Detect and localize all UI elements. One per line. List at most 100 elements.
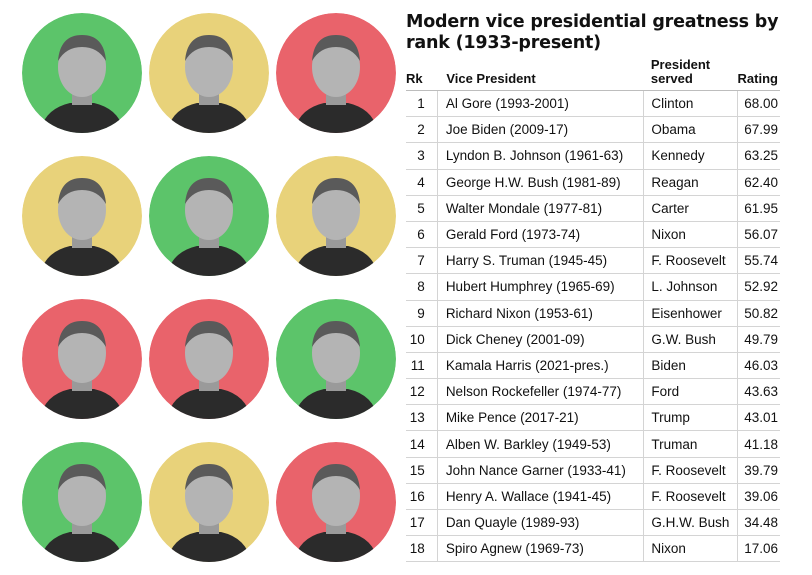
rating-cell: 62.40 xyxy=(737,169,780,196)
president-cell: Carter xyxy=(643,195,738,222)
vice-president-cell: Walter Mondale (1977-81) xyxy=(436,195,644,222)
vice-president-cell: Nelson Rockefeller (1974-77) xyxy=(436,378,644,406)
portrait-photo-icon xyxy=(149,442,269,562)
rank-cell: 4 xyxy=(406,169,438,196)
vice-president-cell: Hubert Humphrey (1965-69) xyxy=(436,273,644,301)
rating-cell: 61.95 xyxy=(737,195,780,222)
table-row: 4 George H.W. Bush (1981-89) Reagan 62.40 xyxy=(406,169,780,196)
president-cell: Clinton xyxy=(643,90,738,118)
president-cell: F. Roosevelt xyxy=(643,483,738,511)
president-cell: L. Johnson xyxy=(643,273,738,301)
table-row: 5 Walter Mondale (1977-81) Carter 61.95 xyxy=(406,195,780,222)
rank-cell: 10 xyxy=(406,326,438,353)
table-row: 13 Mike Pence (2017-21) Trump 43.01 xyxy=(406,404,780,432)
table-row: 3 Lyndon B. Johnson (1961-63) Kennedy 63.25 xyxy=(406,142,780,170)
rating-cell: 46.03 xyxy=(737,352,780,380)
table-row: 10 Dick Cheney (2001-09) G.W. Bush 49.79 xyxy=(406,326,780,353)
portrait-photo-icon xyxy=(276,299,396,419)
rating-cell: 34.48 xyxy=(737,509,780,537)
vp-portrait xyxy=(276,299,396,419)
rating-cell: 67.99 xyxy=(737,116,780,144)
vice-president-cell: Gerald Ford (1973-74) xyxy=(436,221,644,249)
portrait-photo-icon xyxy=(22,442,142,562)
vice-president-cell: Henry A. Wallace (1941-45) xyxy=(436,483,644,511)
table-row: 9 Richard Nixon (1953-61) Eisenhower 50.82 xyxy=(406,300,780,327)
header-rating: Rating xyxy=(737,58,780,91)
vp-portrait xyxy=(149,442,269,562)
vice-president-cell: Alben W. Barkley (1949-53) xyxy=(436,430,644,458)
rank-cell: 14 xyxy=(406,430,438,458)
president-cell: G.W. Bush xyxy=(643,326,738,353)
president-cell: Ford xyxy=(643,378,738,406)
vp-portrait xyxy=(149,156,269,276)
rank-cell: 9 xyxy=(406,300,438,327)
vp-portrait xyxy=(149,13,269,133)
rating-cell: 56.07 xyxy=(737,221,780,249)
rating-cell: 49.79 xyxy=(737,326,780,353)
president-cell: Eisenhower xyxy=(643,300,738,327)
president-cell: Biden xyxy=(643,352,738,380)
table-row: 2 Joe Biden (2009-17) Obama 67.99 xyxy=(406,116,780,144)
portrait-photo-icon xyxy=(22,13,142,133)
header-vice-president: Vice President xyxy=(437,58,644,91)
portrait-photo-icon xyxy=(276,442,396,562)
rating-cell: 17.06 xyxy=(737,535,780,563)
rank-cell: 13 xyxy=(406,404,438,432)
page-title: Modern vice presidential greatness by ra… xyxy=(406,12,779,53)
table-row: 18 Spiro Agnew (1969-73) Nixon 17.06 xyxy=(406,535,780,563)
president-cell: Nixon xyxy=(643,221,738,249)
table-row: 7 Harry S. Truman (1945-45) F. Roosevelt 55… xyxy=(406,247,780,275)
rank-cell: 1 xyxy=(406,90,438,118)
table-row: 1 Al Gore (1993-2001) Clinton 68.00 xyxy=(406,90,780,118)
vice-president-cell: Mike Pence (2017-21) xyxy=(436,404,644,432)
rating-cell: 63.25 xyxy=(737,142,780,170)
rank-cell: 6 xyxy=(406,221,438,249)
rank-cell: 2 xyxy=(406,116,438,144)
vice-president-cell: Harry S. Truman (1945-45) xyxy=(436,247,644,275)
rank-cell: 16 xyxy=(406,483,438,511)
rating-cell: 43.01 xyxy=(737,404,780,432)
vp-portrait xyxy=(276,442,396,562)
president-cell: Obama xyxy=(643,116,738,144)
portrait-photo-icon xyxy=(276,156,396,276)
rating-cell: 43.63 xyxy=(737,378,780,406)
vp-portrait xyxy=(22,442,142,562)
president-cell: F. Roosevelt xyxy=(643,457,738,484)
vice-president-cell: Spiro Agnew (1969-73) xyxy=(436,535,644,563)
rank-cell: 5 xyxy=(406,195,438,222)
table-row: 12 Nelson Rockefeller (1974-77) Ford 43.63 xyxy=(406,378,780,406)
rank-cell: 3 xyxy=(406,142,438,170)
vp-portrait xyxy=(22,13,142,133)
vice-president-cell: John Nance Garner (1933-41) xyxy=(436,457,644,484)
vice-president-cell: Joe Biden (2009-17) xyxy=(436,116,644,144)
portrait-photo-icon xyxy=(149,13,269,133)
portrait-photo-icon xyxy=(22,156,142,276)
rating-cell: 39.79 xyxy=(737,457,780,484)
president-cell: Reagan xyxy=(643,169,738,196)
table-row: 17 Dan Quayle (1989-93) G.H.W. Bush 34.48 xyxy=(406,509,780,537)
ranking-panel: Modern vice presidential greatness by ra… xyxy=(406,12,804,563)
vice-president-cell: Al Gore (1993-2001) xyxy=(436,90,644,118)
table-row: 6 Gerald Ford (1973-74) Nixon 56.07 xyxy=(406,221,780,249)
president-cell: Truman xyxy=(643,430,738,458)
portrait-photo-icon xyxy=(149,299,269,419)
header-rank: Rk xyxy=(406,58,438,91)
rating-cell: 39.06 xyxy=(737,483,780,511)
portrait-photo-icon xyxy=(149,156,269,276)
president-cell: Kennedy xyxy=(643,142,738,170)
rank-cell: 7 xyxy=(406,247,438,275)
rank-cell: 8 xyxy=(406,273,438,301)
rating-cell: 52.92 xyxy=(737,273,780,301)
vp-portrait xyxy=(22,156,142,276)
rating-cell: 68.00 xyxy=(737,90,780,118)
vice-president-cell: Dick Cheney (2001-09) xyxy=(436,326,644,353)
president-cell: G.H.W. Bush xyxy=(643,509,738,537)
portrait-photo-icon xyxy=(22,299,142,419)
rank-cell: 17 xyxy=(406,509,438,537)
vp-portrait xyxy=(149,299,269,419)
table-row: 16 Henry A. Wallace (1941-45) F. Roosevelt… xyxy=(406,483,780,511)
rating-cell: 50.82 xyxy=(737,300,780,327)
president-cell: Trump xyxy=(643,404,738,432)
rank-cell: 18 xyxy=(406,535,438,563)
rank-cell: 15 xyxy=(406,457,438,484)
